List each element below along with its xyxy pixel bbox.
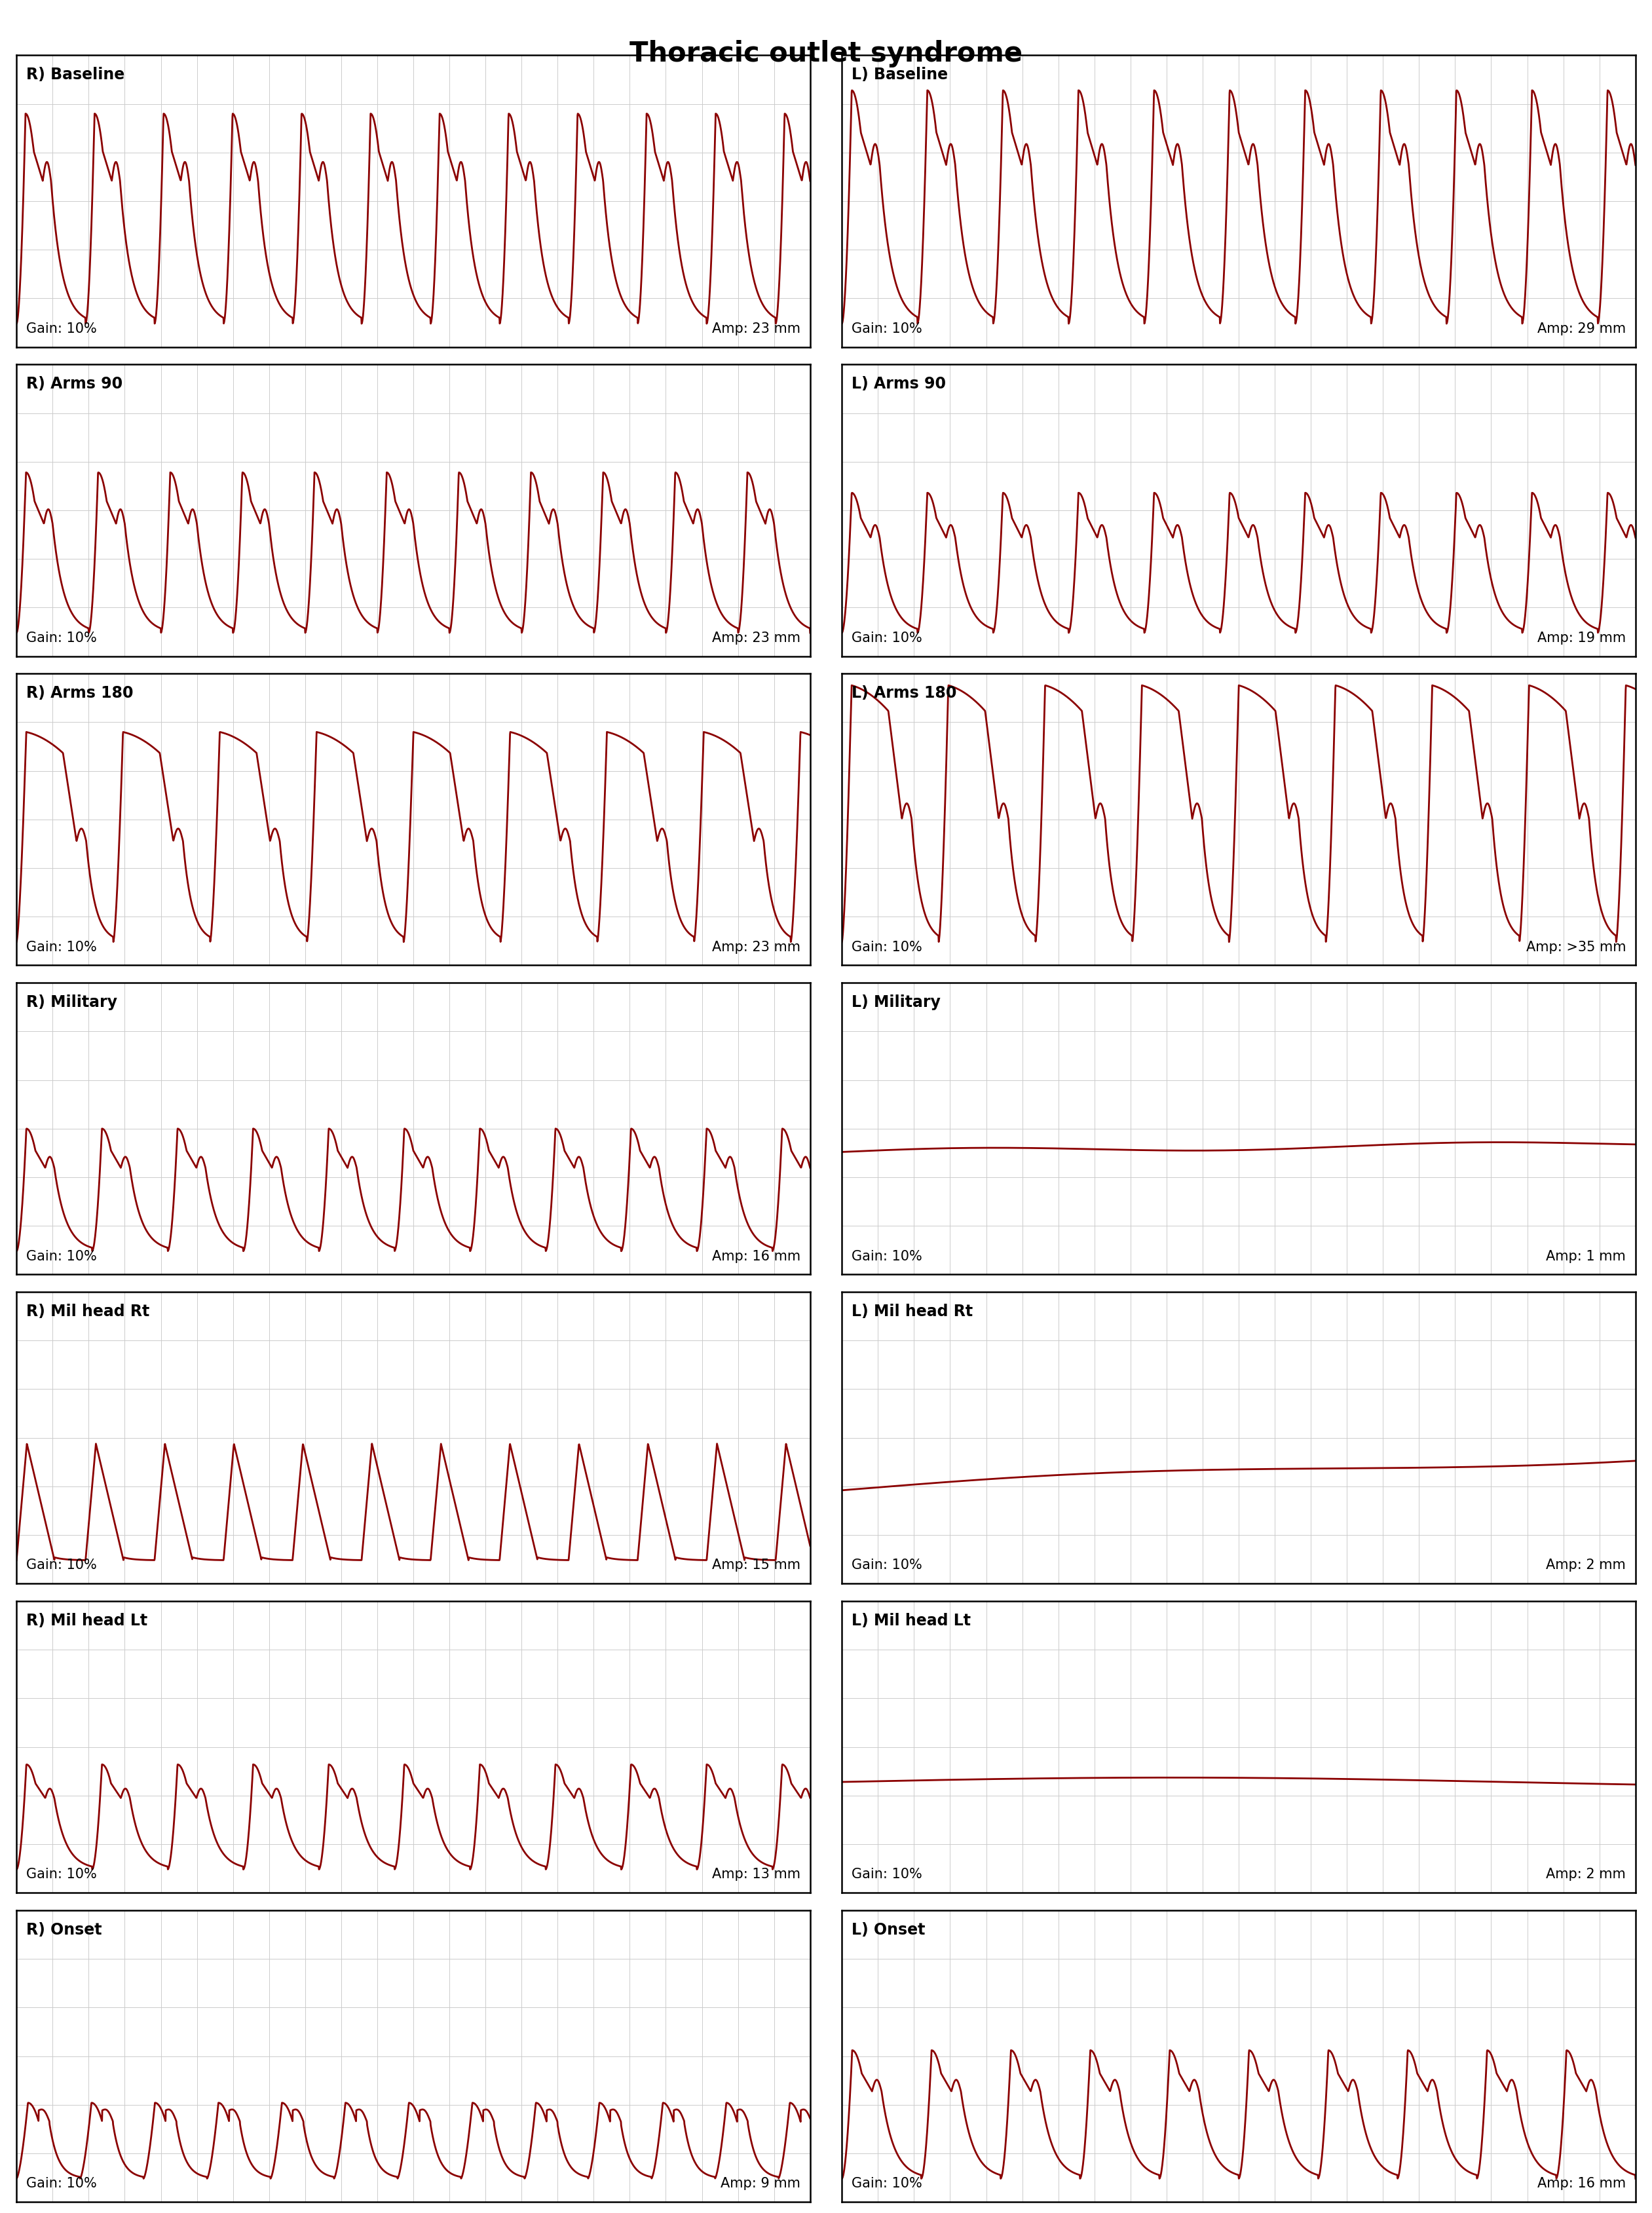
Text: L) Baseline: L) Baseline — [851, 66, 948, 82]
Text: Amp: >35 mm: Amp: >35 mm — [1526, 941, 1626, 954]
Text: R) Baseline: R) Baseline — [26, 66, 124, 82]
Text: Thoracic outlet syndrome: Thoracic outlet syndrome — [629, 40, 1023, 66]
Text: R) Mil head Rt: R) Mil head Rt — [26, 1303, 149, 1319]
Text: Gain: 10%: Gain: 10% — [851, 1868, 922, 1881]
Text: Gain: 10%: Gain: 10% — [851, 941, 922, 954]
Text: R) Military: R) Military — [26, 994, 117, 1009]
Text: Amp: 15 mm: Amp: 15 mm — [712, 1558, 801, 1571]
Text: L) Mil head Lt: L) Mil head Lt — [851, 1613, 971, 1629]
Text: R) Arms 90: R) Arms 90 — [26, 376, 122, 392]
Text: Amp: 13 mm: Amp: 13 mm — [712, 1868, 801, 1881]
Text: R) Arms 180: R) Arms 180 — [26, 686, 134, 702]
Text: Amp: 23 mm: Amp: 23 mm — [712, 323, 801, 336]
Text: R) Onset: R) Onset — [26, 1921, 102, 1939]
Text: Gain: 10%: Gain: 10% — [26, 323, 96, 336]
Text: Gain: 10%: Gain: 10% — [851, 1558, 922, 1571]
Text: Gain: 10%: Gain: 10% — [26, 941, 96, 954]
Text: Gain: 10%: Gain: 10% — [851, 323, 922, 336]
Text: Gain: 10%: Gain: 10% — [851, 1250, 922, 1264]
Text: R) Mil head Lt: R) Mil head Lt — [26, 1613, 147, 1629]
Text: L) Mil head Rt: L) Mil head Rt — [851, 1303, 973, 1319]
Text: Gain: 10%: Gain: 10% — [26, 2178, 96, 2191]
Text: Gain: 10%: Gain: 10% — [851, 631, 922, 644]
Text: Amp: 2 mm: Amp: 2 mm — [1546, 1558, 1626, 1571]
Text: Amp: 1 mm: Amp: 1 mm — [1546, 1250, 1626, 1264]
Text: Amp: 2 mm: Amp: 2 mm — [1546, 1868, 1626, 1881]
Text: L) Arms 180: L) Arms 180 — [851, 686, 957, 702]
Text: Amp: 19 mm: Amp: 19 mm — [1538, 631, 1626, 644]
Text: Gain: 10%: Gain: 10% — [26, 1558, 96, 1571]
Text: Amp: 16 mm: Amp: 16 mm — [1538, 2178, 1626, 2191]
Text: Amp: 29 mm: Amp: 29 mm — [1538, 323, 1626, 336]
Text: L) Military: L) Military — [851, 994, 940, 1009]
Text: L) Onset: L) Onset — [851, 1921, 925, 1939]
Text: Amp: 16 mm: Amp: 16 mm — [712, 1250, 801, 1264]
Text: Amp: 23 mm: Amp: 23 mm — [712, 941, 801, 954]
Text: Amp: 9 mm: Amp: 9 mm — [720, 2178, 801, 2191]
Text: Gain: 10%: Gain: 10% — [851, 2178, 922, 2191]
Text: Gain: 10%: Gain: 10% — [26, 1250, 96, 1264]
Text: Gain: 10%: Gain: 10% — [26, 631, 96, 644]
Text: Gain: 10%: Gain: 10% — [26, 1868, 96, 1881]
Text: L) Arms 90: L) Arms 90 — [851, 376, 945, 392]
Text: Amp: 23 mm: Amp: 23 mm — [712, 631, 801, 644]
